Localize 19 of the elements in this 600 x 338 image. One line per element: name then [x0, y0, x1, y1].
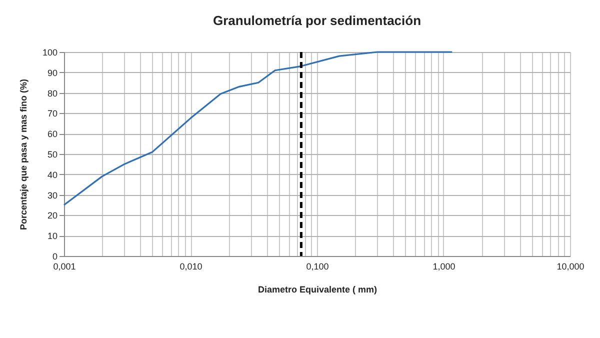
x-tick-label: 0,001	[53, 262, 76, 272]
x-tick-label: 0,010	[180, 262, 202, 272]
x-tick-label: 10,000	[556, 262, 584, 272]
y-tick-label: 30	[47, 190, 58, 200]
x-tick-label: 0,100	[306, 262, 329, 272]
y-tick-label: 60	[47, 129, 58, 140]
y-axis-title: Porcentaje que pasa y mas fino (%)	[18, 78, 28, 230]
y-tick-label: 10	[47, 231, 58, 242]
y-tick-label: 50	[47, 150, 58, 160]
y-tick-label: 70	[47, 108, 58, 119]
y-tick-label: 100	[42, 48, 58, 58]
y-tick-label: 0	[52, 252, 58, 262]
y-tick-label: 80	[47, 88, 58, 98]
y-tick-label: 40	[47, 170, 58, 180]
x-tick-label: 1,000	[432, 262, 456, 272]
y-tick-label: 90	[47, 68, 58, 78]
chart-title: Granulometría por sedimentación	[212, 13, 422, 28]
x-axis-title: Diametro Equivalente ( mm)	[258, 284, 378, 294]
y-tick-label: 20	[47, 210, 58, 221]
